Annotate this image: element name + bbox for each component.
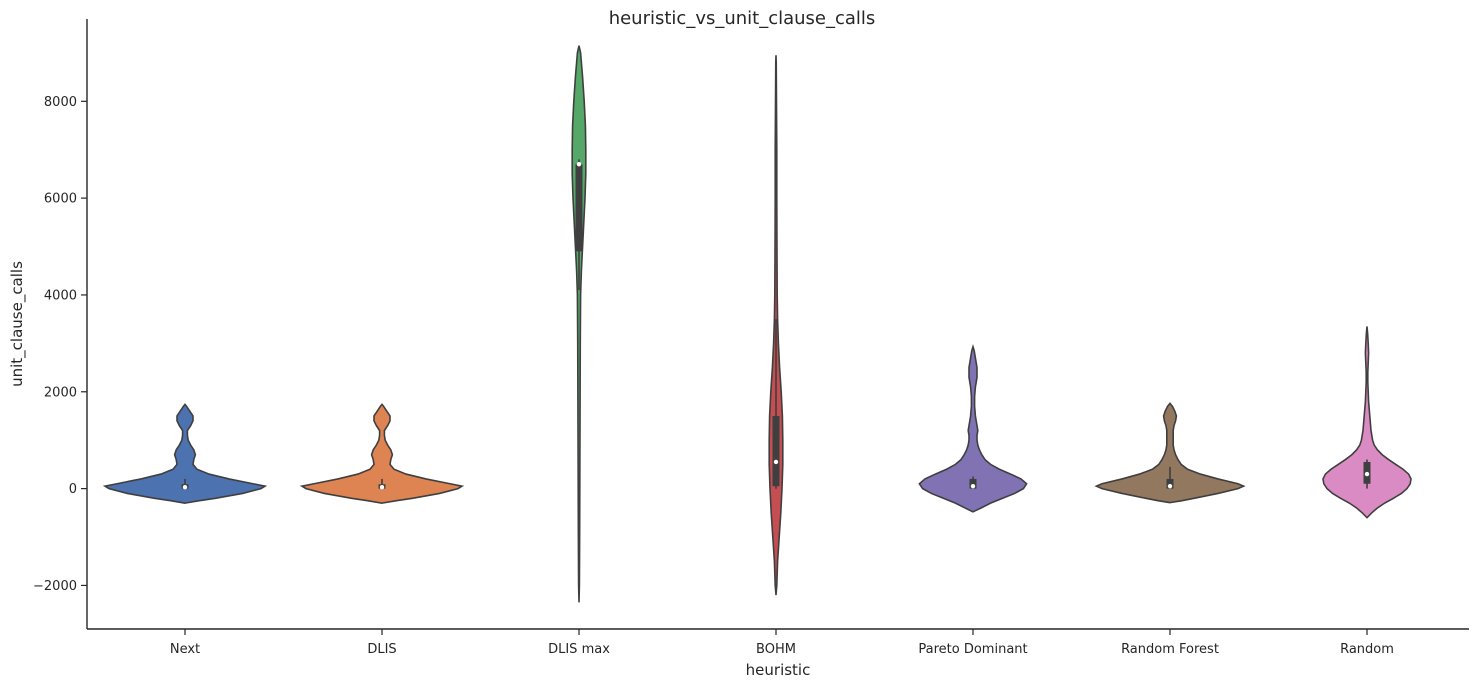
violin-6: [1322, 326, 1412, 519]
violin-box: [969, 478, 977, 489]
x-tick-label: Pareto Dominant: [918, 642, 1027, 657]
violin-median: [1167, 483, 1173, 489]
violin-median: [1364, 471, 1370, 477]
y-axis-ticks: −2000 0 2000 4000 6000 8000: [33, 95, 87, 594]
x-axis-label: heuristic: [746, 661, 811, 679]
plot-area: [102, 45, 1412, 603]
y-tick-label: 6000: [44, 192, 77, 207]
x-tick-label: DLIS: [367, 642, 396, 657]
violin-box: [772, 415, 780, 487]
x-tick-label: Random Forest: [1121, 642, 1219, 657]
x-axis-ticks: Next DLIS DLIS max BOHM Pareto Dominant Rando…: [170, 629, 1394, 657]
violin-4: [918, 344, 1028, 513]
violin-median: [379, 484, 385, 490]
x-tick-label: Random: [1340, 642, 1394, 657]
violin-median: [182, 484, 188, 490]
x-tick-label: Next: [170, 642, 200, 657]
violin-box: [575, 164, 583, 252]
y-axis-label: unit_clause_calls: [8, 261, 27, 387]
violin-median: [773, 459, 779, 465]
violin-median: [576, 162, 582, 167]
y-tick-label: 2000: [44, 385, 77, 400]
y-tick-label: 8000: [44, 95, 77, 110]
violin-median: [970, 483, 976, 489]
x-tick-label: BOHM: [756, 642, 796, 657]
y-tick-label: 0: [69, 482, 77, 497]
x-tick-label: DLIS max: [548, 642, 610, 657]
y-tick-label: −2000: [33, 579, 77, 594]
chart-title: heuristic_vs_unit_clause_calls: [609, 8, 876, 29]
violin-2: [571, 45, 587, 603]
violin-0: [102, 403, 268, 504]
violin-5: [1094, 402, 1246, 504]
violin-box: [1166, 478, 1174, 489]
violin-1: [299, 403, 465, 504]
y-tick-label: 4000: [44, 288, 77, 303]
